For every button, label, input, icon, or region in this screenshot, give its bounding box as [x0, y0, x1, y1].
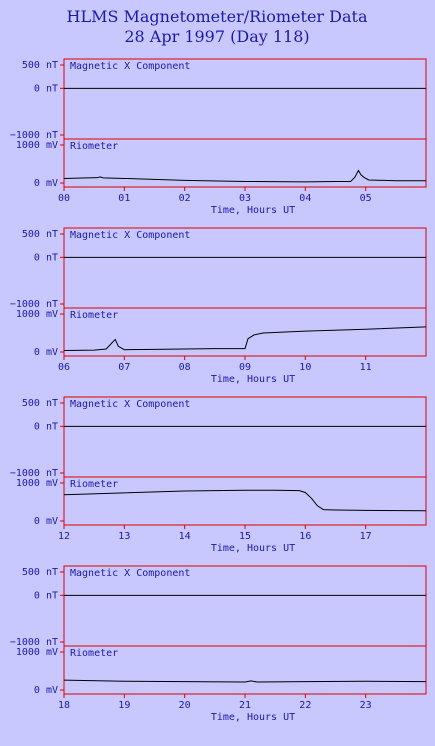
- hour-tick-label: 22: [299, 700, 311, 711]
- chart-subtitle: 28 Apr 1997 (Day 118): [124, 27, 309, 46]
- riometer-panel-label: Riometer: [70, 141, 118, 152]
- magnetic-y-tick-label: −1000 nT: [10, 130, 58, 141]
- riometer-y-tick-label: 0 mV: [34, 685, 58, 696]
- magnetic-panel-label: Magnetic X Component: [70, 568, 190, 579]
- hour-tick-label: 02: [179, 193, 191, 204]
- magnetic-y-tick-label: 500 nT: [22, 567, 58, 578]
- magnetic-y-tick-label: 500 nT: [22, 229, 58, 240]
- hour-tick-label: 07: [118, 362, 130, 373]
- hour-tick-label: 20: [179, 700, 191, 711]
- riometer-y-tick-label: 1000 mV: [16, 647, 58, 658]
- riometer-trace: [63, 169, 426, 183]
- x-axis-label: Time, Hours UT: [211, 374, 295, 385]
- hour-tick-label: 21: [239, 700, 251, 711]
- hour-tick-label: 16: [299, 531, 311, 542]
- riometer-panel-label: Riometer: [70, 648, 118, 659]
- x-axis-label: Time, Hours UT: [211, 712, 295, 723]
- hour-tick-label: 06: [58, 362, 70, 373]
- magnetic-y-tick-label: −1000 nT: [10, 468, 58, 479]
- riometer-panel-frame: [63, 476, 427, 526]
- hour-tick-label: 11: [360, 362, 372, 373]
- magnetic-y-tick-label: −1000 nT: [10, 637, 58, 648]
- hour-tick-label: 09: [239, 362, 251, 373]
- magnetic-panel-label: Magnetic X Component: [70, 61, 190, 72]
- riometer-y-tick-label: 0 mV: [34, 178, 58, 189]
- riometer-y-tick-label: 1000 mV: [16, 309, 58, 320]
- hour-tick-label: 19: [118, 700, 130, 711]
- riometer-panel-label: Riometer: [70, 479, 118, 490]
- riometer-y-tick-label: 1000 mV: [16, 478, 58, 489]
- riometer-panel-frame: [63, 645, 427, 695]
- hour-tick-label: 03: [239, 193, 251, 204]
- hour-tick-label: 15: [239, 531, 251, 542]
- magnetic-y-tick-label: 0 nT: [34, 590, 58, 601]
- hour-tick-label: 01: [118, 193, 130, 204]
- hour-tick-label: 14: [179, 531, 191, 542]
- magnetic-y-tick-label: −1000 nT: [10, 299, 58, 310]
- magnetic-y-tick-label: 500 nT: [22, 60, 58, 71]
- magnetic-y-tick-label: 500 nT: [22, 398, 58, 409]
- hour-tick-label: 08: [179, 362, 191, 373]
- hour-tick-label: 12: [58, 531, 70, 542]
- hour-tick-label: 23: [360, 700, 372, 711]
- chart-title: HLMS Magnetometer/Riometer Data: [67, 7, 368, 26]
- riometer-trace: [63, 326, 427, 351]
- hour-tick-label: 10: [299, 362, 311, 373]
- riometer-y-tick-label: 1000 mV: [16, 140, 58, 151]
- hour-tick-label: 17: [360, 531, 372, 542]
- chart-panels: Magnetic X Component 500 nT 0 nT −1000 nT Ri…: [10, 58, 427, 723]
- magnetic-panel-label: Magnetic X Component: [70, 399, 190, 410]
- hour-tick-label: 05: [360, 193, 372, 204]
- hour-tick-label: 18: [58, 700, 70, 711]
- magnetic-panel-label: Magnetic X Component: [70, 230, 190, 241]
- hour-tick-label: 13: [118, 531, 130, 542]
- riometer-trace: [63, 679, 427, 683]
- magnetic-y-tick-label: 0 nT: [34, 252, 58, 263]
- riometer-y-tick-label: 0 mV: [34, 516, 58, 527]
- riometer-trace: [63, 489, 427, 512]
- x-axis-label: Time, Hours UT: [211, 205, 295, 216]
- hour-tick-label: 04: [299, 193, 311, 204]
- x-axis-label: Time, Hours UT: [211, 543, 295, 554]
- riometer-y-tick-label: 0 mV: [34, 347, 58, 358]
- magnetic-y-tick-label: 0 nT: [34, 421, 58, 432]
- magnetic-y-tick-label: 0 nT: [34, 83, 58, 94]
- riometer-panel-label: Riometer: [70, 310, 118, 321]
- hour-tick-label: 00: [58, 193, 70, 204]
